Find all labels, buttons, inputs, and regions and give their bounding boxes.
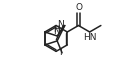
Text: N: N: [57, 20, 64, 29]
Text: O: O: [75, 3, 82, 12]
Text: HN: HN: [83, 33, 96, 42]
Text: N: N: [53, 27, 60, 36]
Text: H: H: [54, 25, 60, 34]
Text: I: I: [59, 48, 61, 57]
